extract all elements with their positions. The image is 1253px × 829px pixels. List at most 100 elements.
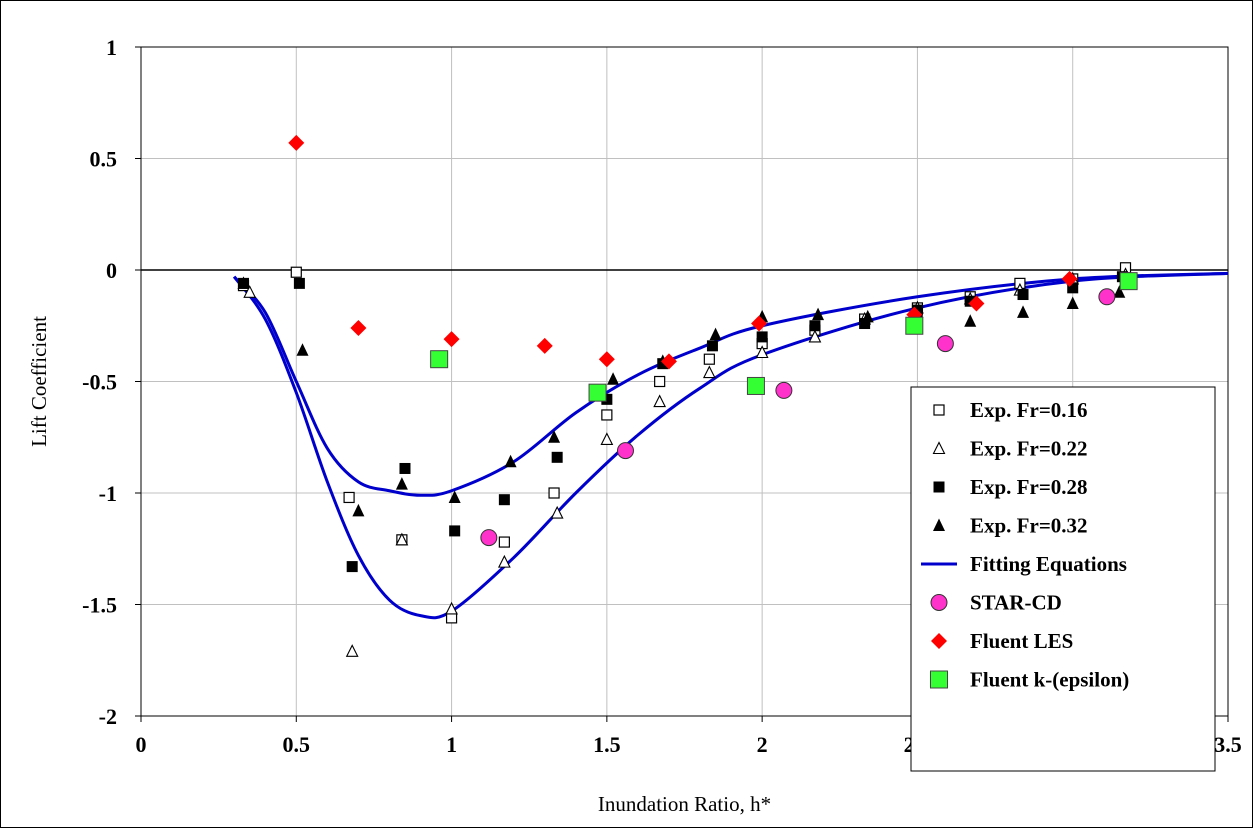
data-point-fluent-les bbox=[1061, 270, 1078, 287]
data-point-exp-fr-0-22 bbox=[600, 432, 614, 446]
data-point-exp-fr-0-32 bbox=[548, 430, 561, 443]
legend-label: Exp. Fr=0.32 bbox=[970, 514, 1088, 538]
data-point-fluent-les bbox=[968, 295, 985, 312]
data-point-exp-fr-0-32 bbox=[1066, 296, 1079, 309]
y-tick-label: -1.5 bbox=[82, 593, 117, 618]
y-tick-label: 0.5 bbox=[90, 147, 118, 172]
x-tick-label: 1 bbox=[446, 732, 457, 757]
data-point-fluent-les bbox=[751, 315, 768, 332]
data-point-exp-fr-0-32 bbox=[504, 454, 517, 468]
data-point-exp-fr-0-28 bbox=[809, 320, 821, 332]
legend-label: STAR-CD bbox=[970, 591, 1062, 615]
data-point-exp-fr-0-32 bbox=[861, 309, 874, 323]
data-point-exp-fr-0-32 bbox=[1017, 305, 1030, 318]
data-point-fluent-k-epsilon bbox=[588, 383, 607, 402]
series-line-fitting-equations bbox=[233, 271, 1229, 497]
data-point-exp-fr-0-16 bbox=[548, 487, 560, 499]
data-point-star-cd bbox=[480, 529, 498, 547]
x-tick-label: 3.5 bbox=[1214, 732, 1242, 757]
data-point-exp-fr-0-22 bbox=[702, 365, 716, 379]
data-point-exp-fr-0-32 bbox=[1113, 285, 1126, 298]
data-point-exp-fr-0-28 bbox=[706, 340, 718, 352]
y-tick-label: 0 bbox=[106, 258, 117, 283]
data-point-exp-fr-0-32 bbox=[709, 327, 722, 341]
data-point-exp-fr-0-16 bbox=[343, 491, 355, 504]
legend-label: Exp. Fr=0.28 bbox=[970, 475, 1088, 499]
data-point-fluent-les bbox=[288, 134, 305, 151]
legend-marker-exp-fr-0-22 bbox=[932, 441, 946, 455]
data-point-fluent-les bbox=[660, 353, 677, 370]
data-point-exp-fr-0-22 bbox=[755, 345, 769, 359]
data-point-exp-fr-0-28 bbox=[399, 462, 411, 474]
data-point-exp-fr-0-28 bbox=[601, 393, 613, 405]
data-point-star-cd bbox=[936, 335, 954, 353]
legend-marker-star-cd bbox=[930, 594, 948, 611]
y-tick-label: 1 bbox=[106, 35, 117, 60]
legend-marker-fluent-k-epsilon bbox=[930, 670, 948, 689]
data-point-exp-fr-0-22 bbox=[550, 505, 564, 519]
y-axis-title: Lift Coefficient bbox=[27, 316, 51, 447]
x-tick-label: 0 bbox=[136, 732, 147, 757]
legend-marker-exp-fr-0-32 bbox=[933, 518, 945, 531]
data-point-fluent-k-epsilon bbox=[430, 350, 449, 369]
legend-label: Fitting Equations bbox=[970, 552, 1127, 576]
data-point-exp-fr-0-32 bbox=[352, 503, 365, 517]
data-point-fluent-k-epsilon bbox=[905, 316, 924, 335]
data-point-fluent-k-epsilon bbox=[746, 376, 765, 395]
data-point-exp-fr-0-22 bbox=[497, 554, 511, 568]
data-point-exp-fr-0-28 bbox=[449, 525, 461, 537]
data-point-fluent-les bbox=[350, 319, 367, 336]
legend-label: Fluent k-(epsilon) bbox=[970, 668, 1129, 692]
y-tick-label: -1 bbox=[99, 481, 117, 506]
y-tick-label: -0.5 bbox=[82, 370, 117, 395]
data-point-star-cd bbox=[775, 381, 793, 399]
data-point-exp-fr-0-28 bbox=[859, 318, 871, 330]
data-point-exp-fr-0-32 bbox=[296, 343, 309, 356]
legend-marker-exp-fr-0-28 bbox=[933, 481, 945, 493]
data-point-exp-fr-0-22 bbox=[808, 329, 822, 343]
data-point-exp-fr-0-28 bbox=[346, 561, 358, 573]
legend-label: Exp. Fr=0.22 bbox=[970, 437, 1088, 461]
data-point-exp-fr-0-32 bbox=[237, 276, 250, 289]
data-point-exp-fr-0-22 bbox=[445, 601, 458, 615]
data-point-exp-fr-0-28 bbox=[964, 295, 976, 307]
x-tick-label: 1.5 bbox=[593, 732, 621, 757]
data-point-exp-fr-0-16 bbox=[703, 353, 715, 365]
data-point-exp-fr-0-32 bbox=[964, 314, 977, 327]
data-point-fluent-k-epsilon bbox=[1119, 272, 1138, 291]
x-tick-label: 2 bbox=[757, 732, 768, 757]
data-point-exp-fr-0-28 bbox=[1017, 289, 1029, 301]
y-tick-label: -2 bbox=[99, 704, 117, 729]
data-point-exp-fr-0-22 bbox=[653, 394, 667, 408]
data-point-fluent-les bbox=[598, 351, 615, 368]
data-point-exp-fr-0-28 bbox=[498, 494, 510, 506]
data-point-star-cd bbox=[616, 442, 634, 460]
legend-marker-exp-fr-0-16 bbox=[933, 404, 945, 416]
data-point-fluent-les bbox=[443, 331, 460, 348]
legend: Exp. Fr=0.16 Exp. Fr=0.22 Exp. Fr=0.28 Exp.… bbox=[910, 386, 1216, 772]
data-point-exp-fr-0-16 bbox=[498, 536, 510, 548]
legend-label: Exp. Fr=0.16 bbox=[970, 398, 1088, 422]
data-point-exp-fr-0-28 bbox=[551, 451, 563, 463]
data-point-fluent-les bbox=[536, 337, 553, 354]
data-point-exp-fr-0-16 bbox=[601, 409, 613, 421]
x-axis-title: Inundation Ratio, h* bbox=[598, 792, 771, 816]
data-point-exp-fr-0-28 bbox=[293, 277, 305, 289]
data-point-exp-fr-0-28 bbox=[756, 331, 768, 343]
data-point-exp-fr-0-32 bbox=[812, 307, 825, 321]
data-point-exp-fr-0-28 bbox=[1067, 282, 1079, 294]
data-point-exp-fr-0-32 bbox=[448, 490, 461, 503]
legend-marker-fluent-les bbox=[931, 633, 947, 649]
data-point-exp-fr-0-32 bbox=[395, 477, 408, 490]
legend-label: Fluent LES bbox=[970, 629, 1073, 653]
data-point-exp-fr-0-22 bbox=[345, 644, 359, 657]
x-tick-label: 0.5 bbox=[283, 732, 311, 757]
data-point-exp-fr-0-22 bbox=[395, 532, 409, 546]
data-point-exp-fr-0-16 bbox=[654, 375, 666, 388]
data-markers bbox=[237, 134, 1138, 657]
data-point-star-cd bbox=[1098, 288, 1116, 306]
data-point-exp-fr-0-16 bbox=[290, 266, 302, 278]
data-point-exp-fr-0-32 bbox=[607, 372, 620, 385]
